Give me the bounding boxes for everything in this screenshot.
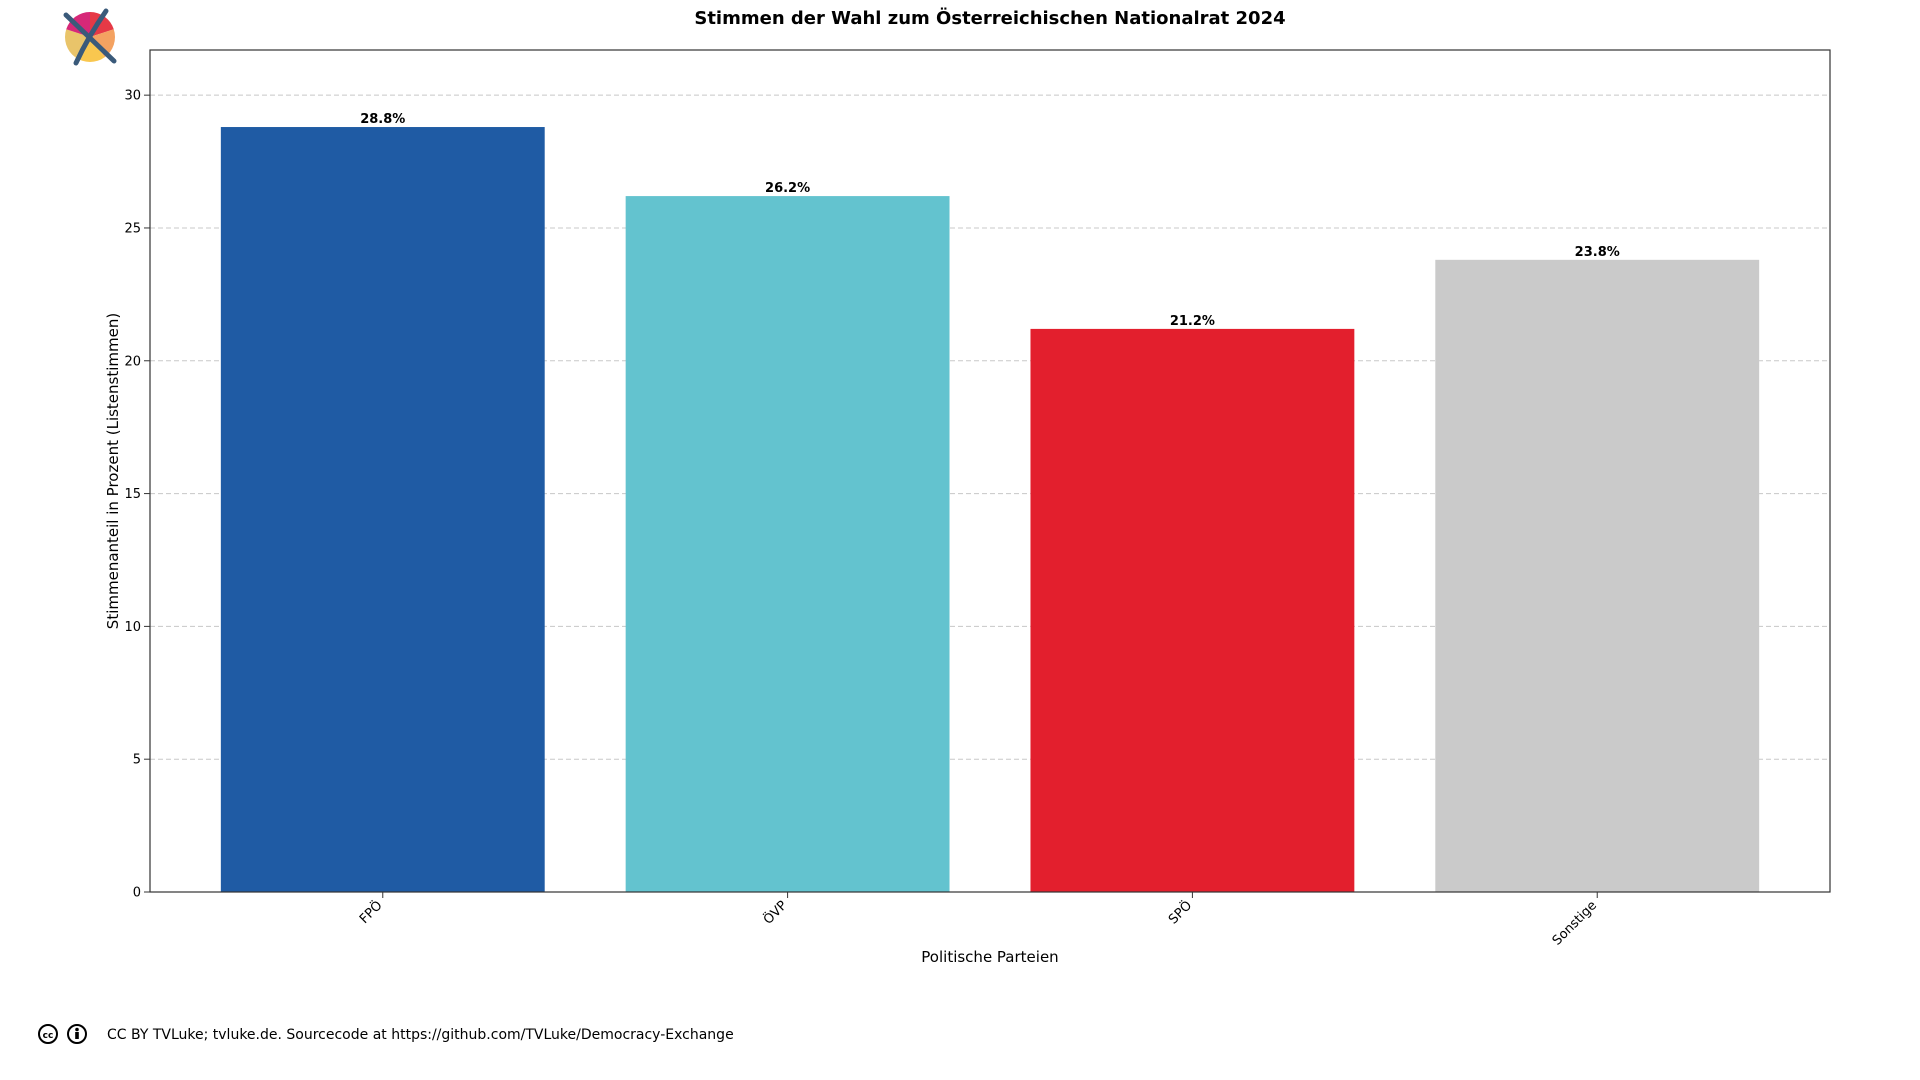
x-tick-label: FPÖ	[356, 897, 386, 927]
bar-value-label: 26.2%	[765, 181, 810, 196]
plot-frame	[149, 49, 1831, 893]
y-tick-label: 20	[124, 354, 141, 369]
y-axis-label: Stimmenanteil in Prozent (Listenstimmen)	[104, 313, 122, 629]
y-tick-label: 25	[124, 221, 141, 236]
bar-sonstige	[1435, 259, 1760, 893]
y-tick-label: 10	[124, 620, 141, 635]
logo-segment	[75, 37, 105, 63]
license-icons: cc	[38, 1024, 87, 1044]
bar-sp-	[1030, 328, 1355, 893]
bar-value-label: 28.8%	[360, 112, 405, 127]
bars	[220, 127, 1760, 893]
x-tick-label: Sonstige	[1550, 898, 1600, 948]
x-tick-label: SPÖ	[1165, 897, 1196, 928]
logo-segment	[65, 29, 90, 58]
bar-value-label: 23.8%	[1575, 245, 1620, 260]
attribution-icon	[67, 1024, 87, 1044]
bar--vp	[625, 196, 950, 893]
x-tick-label: ÖVP	[759, 897, 790, 928]
y-axis-ticks: 0 5 10 15 20 25 30	[124, 89, 150, 901]
chart-title: Stimmen der Wahl zum Österreichischen Na…	[694, 7, 1285, 29]
y-tick-label: 0	[133, 886, 141, 901]
ballot-cross-logo-icon	[63, 8, 117, 66]
y-tick-label: 5	[133, 753, 141, 768]
x-axis-label: Politische Parteien	[921, 948, 1058, 966]
bar-fp-	[220, 127, 545, 893]
y-tick-label: 15	[124, 487, 141, 502]
logo-segment	[90, 29, 115, 58]
svg-text:cc: cc	[43, 1031, 54, 1041]
y-tick-label: 30	[124, 89, 141, 104]
creative-commons-icon: cc	[38, 1024, 58, 1044]
x-axis-ticks: FPÖ ÖVP SPÖ Sonstige	[356, 892, 1600, 949]
footer-license-text: CC BY TVLuke; tvluke.de. Sourcecode at h…	[107, 1027, 734, 1043]
bar-value-label: 21.2%	[1170, 314, 1215, 329]
data-labels: 28.8% 26.2% 21.2% 23.8%	[360, 112, 1620, 329]
logo-cross-stroke	[73, 8, 109, 66]
